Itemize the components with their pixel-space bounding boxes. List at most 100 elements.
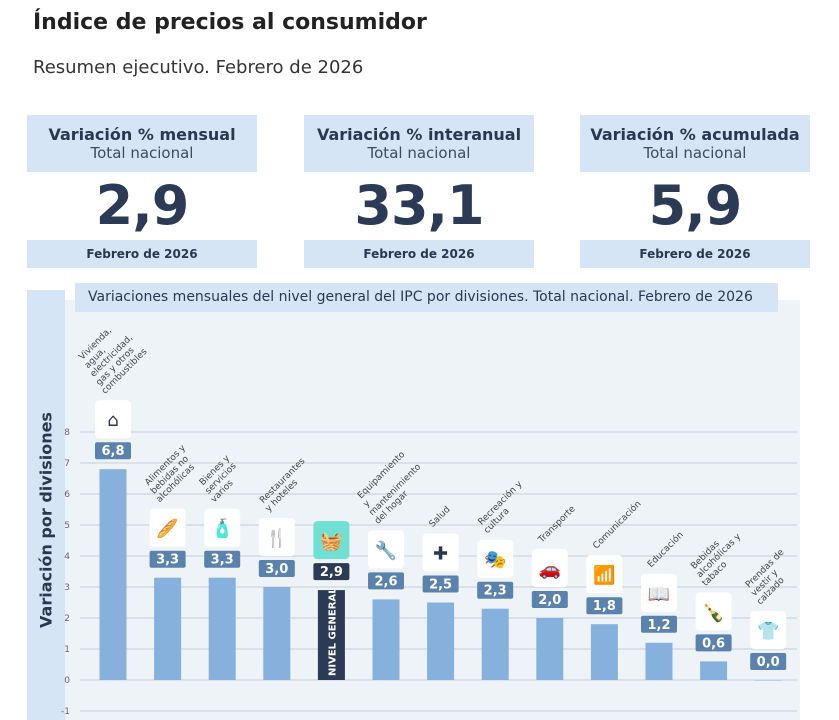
card-label: Variación % mensual	[48, 125, 236, 144]
icon-bg	[258, 518, 295, 556]
category-label: Restaurantesy hoteles	[257, 456, 315, 514]
bar	[645, 642, 673, 680]
value-label-bg	[95, 442, 131, 460]
book-icon: 📖	[648, 584, 670, 605]
value-label: 2,9	[320, 565, 343, 580]
value-label: 2,0	[538, 593, 561, 608]
y-tick-label: 2	[64, 614, 70, 624]
card-sub: Total nacional	[367, 144, 471, 162]
y-tick-label: 4	[64, 552, 70, 562]
value-label-bg	[695, 634, 732, 652]
y-tick-label: 8	[64, 428, 70, 438]
y-tick-label: 0	[64, 676, 70, 686]
category-label: Vivienda,agua,electricidad,gas y otrosco…	[72, 318, 150, 396]
bar	[590, 624, 618, 680]
house-utilities-icon: ⌂	[107, 410, 118, 431]
icon-bg	[95, 400, 131, 439]
value-label: 2,6	[374, 574, 397, 589]
bar	[754, 680, 782, 681]
value-label-bg	[368, 572, 404, 590]
car-icon: 🚗	[539, 559, 561, 580]
category-label: Educación	[645, 529, 685, 569]
y-axis-panel	[27, 290, 65, 720]
bottle-cigarette-icon: 🍾	[702, 601, 724, 623]
tools-icon: 🔧	[375, 539, 397, 561]
icon-bg	[750, 611, 787, 649]
card-monthly: Variación % mensual Total nacional 2,9 Fe…	[27, 115, 257, 268]
value-label: 3,3	[211, 553, 234, 568]
value-label-bg	[531, 591, 568, 608]
value-label: 6,8	[101, 444, 124, 459]
category-label: Alimentos ybebidas noalcohólicas	[141, 443, 203, 505]
bar	[263, 587, 291, 680]
card-value: 2,9	[95, 174, 190, 237]
card-footer: Febrero de 2026	[580, 240, 810, 268]
card-label: Variación % acumulada	[590, 125, 800, 144]
restaurant-hotel-icon: 🍴	[266, 527, 288, 549]
card-sub: Total nacional	[90, 144, 194, 162]
icon-bg	[695, 592, 732, 631]
value-label-bg	[586, 597, 623, 615]
category-label: Salud	[428, 505, 453, 530]
tshirt-icon: 👕	[757, 621, 779, 642]
icon-bg	[641, 573, 677, 612]
page-title: Índice de precios al consumidor	[33, 10, 427, 35]
y-tick-label: 5	[64, 521, 70, 531]
basket-icon: 🧺	[320, 531, 342, 552]
card-footer: Febrero de 2026	[304, 240, 534, 268]
value-label: 1,2	[647, 618, 670, 633]
bar	[317, 590, 345, 680]
category-label: Equipamientoymantenimientodel hogar	[352, 448, 431, 527]
value-label: 1,8	[593, 599, 616, 614]
y-tick-label: 1	[64, 645, 70, 655]
food-icon: 🥖	[156, 518, 178, 540]
value-label: 2,3	[484, 584, 507, 599]
bar	[208, 577, 236, 680]
icon-bg	[368, 530, 404, 569]
card-cumulative: Variación % acumulada Total nacional 5,9 …	[580, 115, 810, 268]
value-label-bg	[422, 575, 459, 593]
value-label-bg	[149, 550, 186, 568]
icon-bg	[422, 533, 459, 572]
bar	[99, 469, 127, 680]
value-label: 3,0	[265, 562, 288, 577]
icon-bg	[149, 508, 186, 547]
bar	[372, 599, 400, 680]
card-footer: Febrero de 2026	[27, 240, 257, 268]
goods-services-icon: 🧴	[211, 518, 233, 540]
y-tick-label: 6	[64, 490, 70, 500]
health-cross-icon: ✚	[433, 544, 448, 565]
icon-bg	[313, 521, 350, 560]
y-tick-label: -1	[61, 707, 70, 717]
value-label: 3,3	[156, 553, 179, 568]
theater-masks-icon: 🎭	[484, 550, 506, 571]
value-label: 0,6	[702, 636, 725, 651]
value-label-bg	[204, 550, 241, 568]
icon-bg	[477, 539, 514, 578]
chart-title: Variaciones mensuales del nivel general …	[75, 283, 778, 312]
value-label-bg	[477, 581, 514, 599]
value-label-bg	[313, 563, 350, 581]
value-label-bg	[750, 653, 787, 670]
card-label: Variación % interanual	[316, 125, 522, 144]
category-label: Recreación ycultura	[474, 478, 532, 536]
bar	[536, 618, 564, 680]
bar	[700, 661, 728, 680]
y-tick-label: 3	[64, 583, 70, 593]
value-label-bg	[258, 560, 295, 577]
value-label-bg	[641, 615, 677, 633]
icon-bg	[204, 508, 241, 547]
card-sub: Total nacional	[643, 144, 747, 162]
wifi-icon: 📶	[593, 564, 615, 586]
bar	[154, 577, 182, 680]
category-label: Bienes yserviciosvarios	[195, 453, 247, 505]
value-label: 0,0	[757, 655, 780, 670]
page-subtitle: Resumen ejecutivo. Febrero de 2026	[33, 57, 364, 78]
icon-bg	[586, 555, 623, 594]
y-tick-label: 7	[64, 459, 70, 469]
card-yearly: Variación % interanual Total nacional 33,…	[304, 115, 534, 268]
card-value: 5,9	[648, 174, 743, 237]
bar	[481, 608, 509, 680]
bar-inner-label: NIVEL GENERAL	[327, 587, 338, 676]
